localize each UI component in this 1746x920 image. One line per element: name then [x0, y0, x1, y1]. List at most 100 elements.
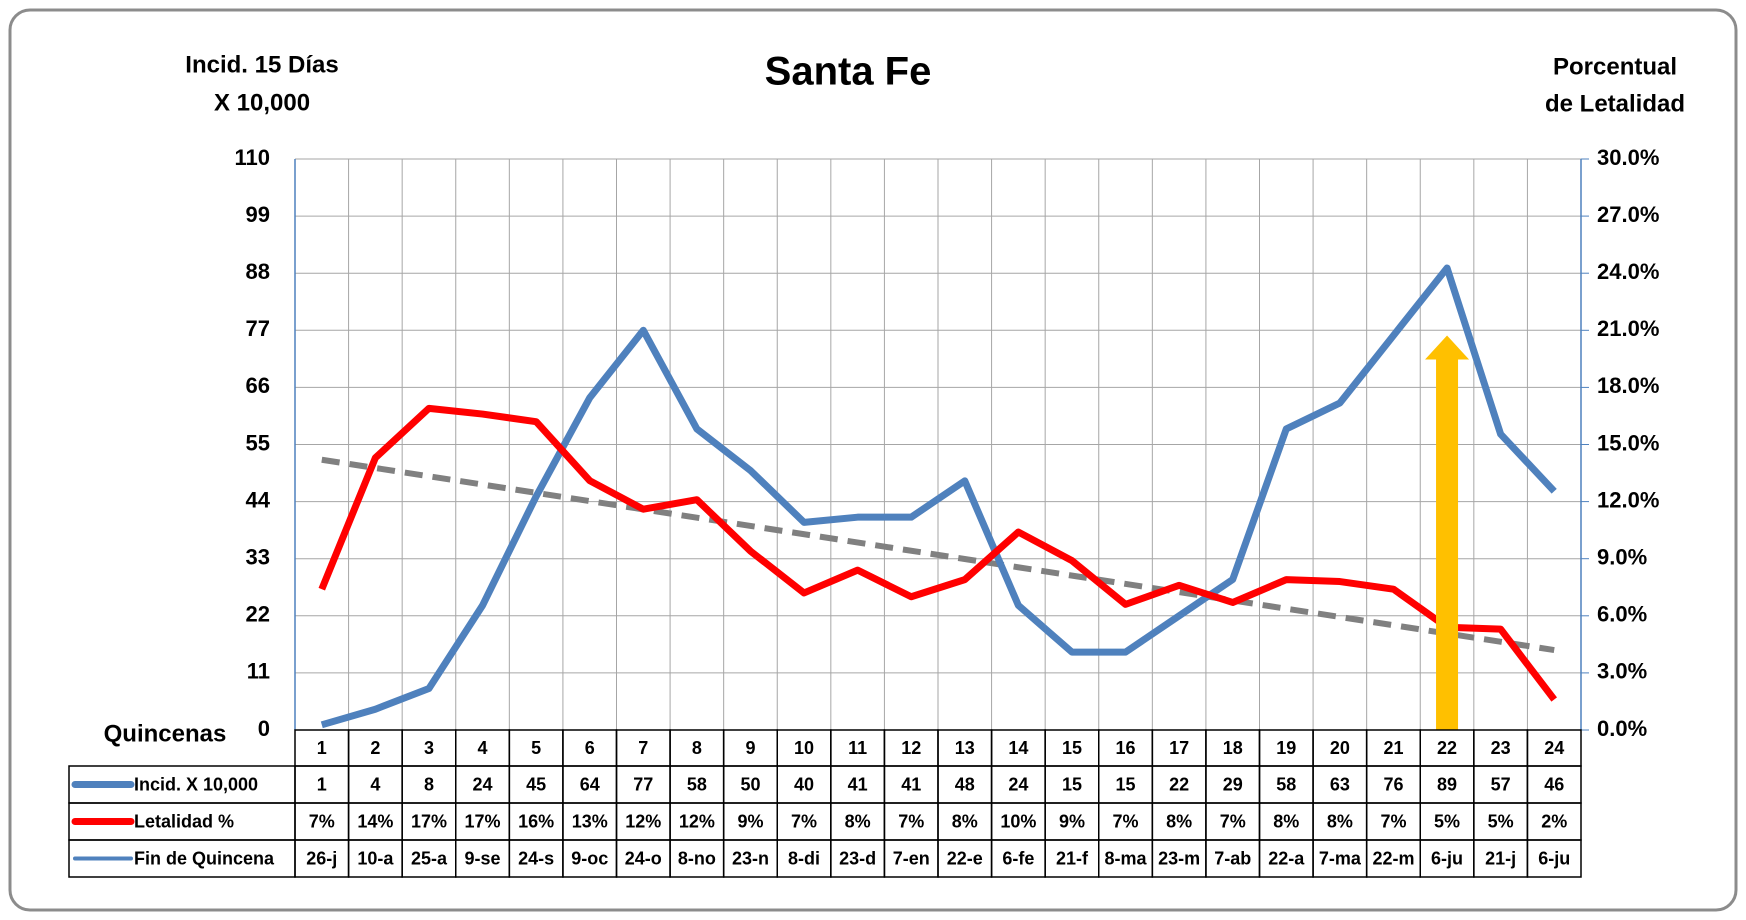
table-value: 29 [1223, 774, 1243, 794]
table-value: 9% [1059, 811, 1085, 831]
trendline [321, 456, 1555, 654]
table-value: 6-ju [1431, 848, 1463, 868]
table-value: 41 [901, 774, 921, 794]
y-tick-label: 33 [246, 545, 270, 570]
x-tick-label: 6 [585, 738, 595, 758]
x-tick-label: 3 [424, 738, 434, 758]
table-value: 63 [1330, 774, 1350, 794]
x-tick-label: 22 [1437, 738, 1457, 758]
table-value: 12% [679, 811, 715, 831]
table-value: 6-ju [1538, 848, 1570, 868]
table-value: 58 [1276, 774, 1296, 794]
y-tick-label: 22 [246, 602, 270, 627]
table-value: 24 [1008, 774, 1028, 794]
table-value: 13% [572, 811, 608, 831]
x-tick-label: 4 [478, 738, 488, 758]
x-tick-label: 9 [745, 738, 755, 758]
x-tick-label: 24 [1544, 738, 1564, 758]
table-value: 77 [633, 774, 653, 794]
x-tick-label: 10 [794, 738, 814, 758]
y2-tick-label: 9.0% [1597, 545, 1647, 570]
series-line [320, 264, 1557, 729]
table-value: 9% [737, 811, 763, 831]
table-value: 76 [1383, 774, 1403, 794]
x-tick-label: 5 [531, 738, 541, 758]
table-value: 2% [1541, 811, 1567, 831]
table-value: 24-s [518, 848, 554, 868]
table-value: 22-a [1268, 848, 1305, 868]
table-value: 48 [955, 774, 975, 794]
table-value: 15 [1062, 774, 1082, 794]
table-value: 23-n [732, 848, 769, 868]
y2-tick-label: 12.0% [1597, 487, 1659, 512]
y-tick-label: 110 [235, 145, 271, 170]
x-tick-label: 7 [638, 738, 648, 758]
table-value: 14% [357, 811, 393, 831]
table-value: 17% [411, 811, 447, 831]
table-value: 8 [424, 774, 434, 794]
table-value: 64 [580, 774, 600, 794]
table-value: 22-e [947, 848, 983, 868]
y-tick-label: 11 [247, 659, 270, 684]
y2-tick-label: 0.0% [1597, 716, 1647, 741]
table-value: 26-j [306, 848, 337, 868]
table-cell [1526, 839, 1582, 878]
x-tick-label: 18 [1223, 738, 1243, 758]
table-value: 24-o [625, 848, 662, 868]
table-value: 12% [625, 811, 661, 831]
y-tick-label: 0 [258, 716, 270, 741]
y-tick-label: 99 [246, 202, 270, 227]
chart-frame [8, 8, 1738, 912]
table-value: 89 [1437, 774, 1457, 794]
table-value: 8% [952, 811, 978, 831]
table-value: 8-ma [1105, 848, 1148, 868]
table-value: 7% [1220, 811, 1246, 831]
table-value: 8-di [788, 848, 820, 868]
x-tick-label: 1 [317, 738, 327, 758]
table-value: 24 [473, 774, 493, 794]
arrow [1425, 335, 1470, 730]
table-value: 45 [526, 774, 546, 794]
x-axis-label: Quincenas [104, 720, 227, 747]
x-tick-label: 13 [955, 738, 975, 758]
y2-axis-label: de Letalidad [1545, 90, 1685, 117]
table-value: 22 [1169, 774, 1189, 794]
y2-tick-label: 6.0% [1597, 602, 1647, 627]
x-tick-label: 19 [1276, 738, 1296, 758]
table-value: 4 [370, 774, 380, 794]
table-value: 23-d [839, 848, 876, 868]
table-value: 9-se [465, 848, 501, 868]
table-value: 57 [1491, 774, 1511, 794]
table-value: 7% [898, 811, 924, 831]
table-value: 15 [1116, 774, 1136, 794]
table-value: 5% [1488, 811, 1514, 831]
table-value: 8% [1327, 811, 1353, 831]
y-tick-label: 66 [246, 373, 270, 398]
table-value: 7-en [893, 848, 930, 868]
y-tick-label: 55 [246, 430, 270, 455]
y2-tick-label: 3.0% [1597, 659, 1647, 684]
table-value: 8-no [678, 848, 716, 868]
y-tick-label: 44 [246, 487, 271, 512]
y2-tick-label: 27.0% [1597, 202, 1659, 227]
table-value: 7% [1113, 811, 1139, 831]
table-value: 1 [317, 774, 327, 794]
table-value: 6-fe [1002, 848, 1034, 868]
table-value: 40 [794, 774, 814, 794]
x-tick-label: 23 [1491, 738, 1511, 758]
y-tick-label: 88 [246, 259, 270, 284]
table-value: 7-ma [1319, 848, 1362, 868]
y-axis-label: Incid. 15 Días [185, 51, 338, 78]
y2-tick-label: 24.0% [1597, 259, 1659, 284]
legend-label: Fin de Quincena [134, 848, 275, 868]
legend-label: Letalidad % [134, 811, 234, 831]
x-tick-label: 8 [692, 738, 702, 758]
table-value: 50 [740, 774, 760, 794]
table-value: 8% [1273, 811, 1299, 831]
table-value: 22-m [1372, 848, 1414, 868]
table-value: 10-a [357, 848, 394, 868]
table-value: 16% [518, 811, 554, 831]
table-value: 7-ab [1214, 848, 1251, 868]
x-tick-label: 15 [1062, 738, 1082, 758]
